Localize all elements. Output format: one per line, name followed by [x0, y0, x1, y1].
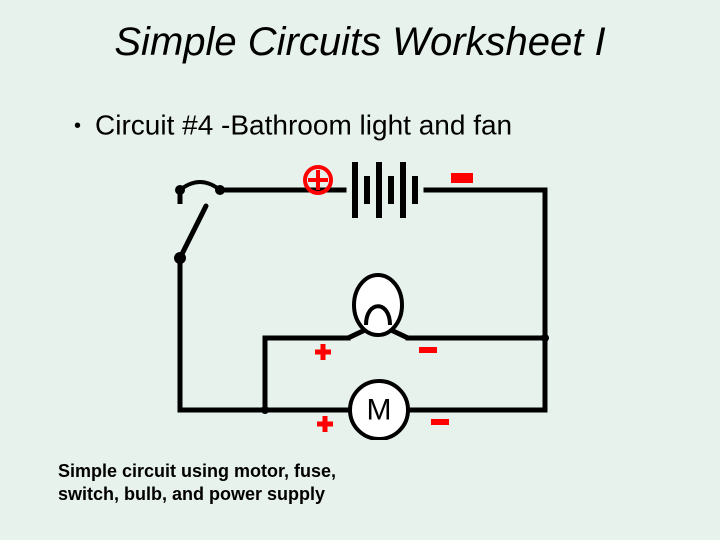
caption: Simple circuit using motor, fuse, switch…	[58, 460, 336, 505]
junction-dot	[261, 406, 269, 414]
switch-pivot	[174, 252, 186, 264]
bulb-lead	[391, 330, 408, 338]
slide: Simple Circuits Worksheet I • Circuit #4 …	[0, 0, 720, 540]
caption-line-2: switch, bulb, and power supply	[58, 484, 325, 504]
bulb-lead	[348, 330, 365, 338]
bullet-marker: •	[74, 116, 81, 136]
fuse-icon	[180, 182, 220, 190]
switch-arm	[180, 206, 206, 258]
bullet-text: Circuit #4 -Bathroom light and fan	[95, 110, 512, 141]
circuit-svg: M	[150, 150, 590, 440]
bullet-row: • Circuit #4 -Bathroom light and fan	[74, 108, 674, 142]
junction-dot	[541, 334, 549, 342]
slide-title: Simple Circuits Worksheet I	[0, 20, 720, 65]
caption-line-1: Simple circuit using motor, fuse,	[58, 461, 336, 481]
circuit-diagram: M	[150, 150, 590, 440]
motor-label: M	[367, 394, 392, 427]
